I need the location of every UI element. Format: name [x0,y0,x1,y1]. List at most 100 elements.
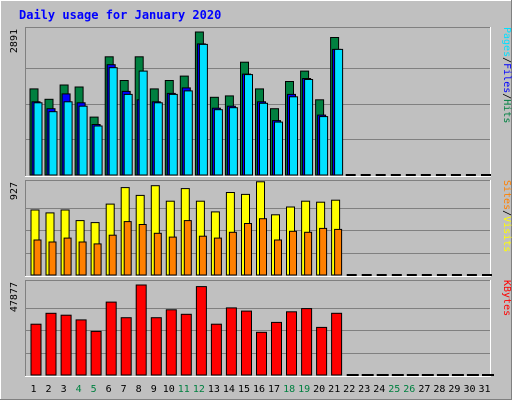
x-tick-label: 20 [313,384,325,395]
bar-kbytes-day-4 [75,319,87,376]
x-tick-label: 16 [253,384,265,395]
bar-pages-day-4 [78,105,88,176]
panel-legend: Sites/Visits [501,180,512,252]
bar-pages-day-17 [274,121,283,176]
bar-sites-day-18 [289,230,297,276]
x-tick-label: 11 [178,384,190,395]
bar-sites-day-20 [319,227,328,276]
legend-separator: / [501,210,512,216]
bar-pages-day-8 [138,70,148,176]
bar-sites-day-19 [304,231,313,276]
bar-sites-day-17 [274,239,282,276]
bar-hits-day-26 [405,174,416,176]
bar-hits-day-23 [360,174,371,176]
bar-kbytes-day-19 [301,308,313,376]
bar-kbytes-day-29 [451,374,464,376]
bar-pages-day-7 [123,93,133,176]
x-tick-label: 23 [358,384,370,395]
panel-legend: Pages/Files/Hits [501,27,512,123]
bar-pages-day-20 [319,116,329,176]
bar-sites-day-16 [259,218,267,276]
legend-visits: Visits [501,216,512,252]
x-tick-label: 26 [403,384,415,395]
bar-kbytes-day-9 [150,317,162,376]
bar-kbytes-day-5 [90,330,102,376]
bar-pages-day-13 [213,109,223,176]
bar-kbytes-day-22 [346,374,359,376]
x-tick-label: 6 [106,384,112,395]
x-tick-label: 17 [268,384,280,395]
bar-kbytes-day-11 [180,313,192,376]
bar-sites-day-14 [228,231,237,276]
bar-kbytes-day-16 [256,331,267,376]
bar-kbytes-day-15 [241,310,252,376]
panel-kbytes: 47877 KBytes [9,280,512,377]
bar-sites-day-8 [138,224,147,276]
x-tick-label: 12 [193,384,205,395]
bar-pages-day-12 [198,43,208,176]
x-tick-label: 10 [163,384,175,395]
x-tick-label: 9 [151,384,157,395]
bar-visits-day-29 [451,274,462,276]
bar-kbytes-day-20 [316,326,328,376]
bar-visits-day-27 [421,274,432,276]
bar-sites-day-21 [334,228,343,276]
legend-separator: / [501,93,512,99]
bar-hits-day-24 [375,174,386,176]
bar-kbytes-day-12 [195,286,207,376]
bar-kbytes-day-24 [376,374,389,376]
bar-pages-day-11 [183,90,193,176]
bar-sites-day-13 [213,237,222,276]
x-tick-label: 24 [373,384,385,395]
x-tick-label: 19 [298,384,310,395]
bar-kbytes-day-14 [225,307,237,376]
bar-kbytes-day-25 [391,374,404,376]
x-tick-label: 18 [283,384,295,395]
x-tick-label: 27 [418,384,430,395]
bar-visits-day-31 [482,274,492,276]
bar-visits-day-23 [361,274,372,276]
x-tick-label: 14 [223,384,235,395]
x-tick-label: 1 [30,384,36,395]
x-tick-label: 8 [136,384,142,395]
bar-sites-day-12 [198,235,207,276]
panel-hits-files-pages: 2891 Pages/Files/Hits [9,27,512,177]
bar-hits-day-29 [450,174,461,176]
bar-pages-day-19 [304,79,314,176]
x-tick-label: 31 [478,384,490,395]
x-tick-label: 22 [343,384,355,395]
x-tick-label: 30 [463,384,475,395]
bar-kbytes-day-6 [105,301,117,376]
bar-visits-day-30 [466,274,477,276]
y-max-label: 47877 [9,282,20,312]
bar-visits-day-24 [376,274,387,276]
bar-pages-day-3 [63,101,73,176]
bar-hits-day-28 [435,174,446,176]
bar-kbytes-day-30 [466,374,479,376]
bar-sites-day-6 [108,234,117,276]
bar-sites-day-3 [63,237,72,276]
legend-hits: Hits [501,99,512,123]
bar-kbytes-day-3 [60,314,72,376]
bar-sites-day-2 [48,241,57,276]
x-tick-label: 13 [208,384,220,395]
bar-kbytes-day-18 [286,311,297,376]
bar-pages-day-9 [153,102,163,176]
x-axis: 1 2 3 4 5 6 7 8 9 10 11 12 13 14 15 16 17 18 19 20 21 22 23 24 2… [30,384,490,395]
panel-visits-sites: 927 Sites/Visits [9,180,512,277]
chart-title: Daily usage for January 2020 [19,8,221,22]
x-tick-label: 25 [388,384,400,395]
legend-sites: Sites [501,180,512,210]
bar-sites-day-11 [183,220,192,276]
bar-pages-day-18 [289,96,298,176]
bar-sites-day-15 [244,223,252,276]
bar-pages-day-10 [168,93,178,176]
bar-sites-day-7 [123,221,132,276]
y-max-label: 927 [9,182,20,200]
bar-pages-day-16 [259,102,268,176]
bar-sites-day-1 [33,239,42,276]
bar-kbytes-day-21 [331,312,343,376]
x-tick-label: 2 [45,384,51,395]
y-max-label: 2891 [9,29,20,53]
